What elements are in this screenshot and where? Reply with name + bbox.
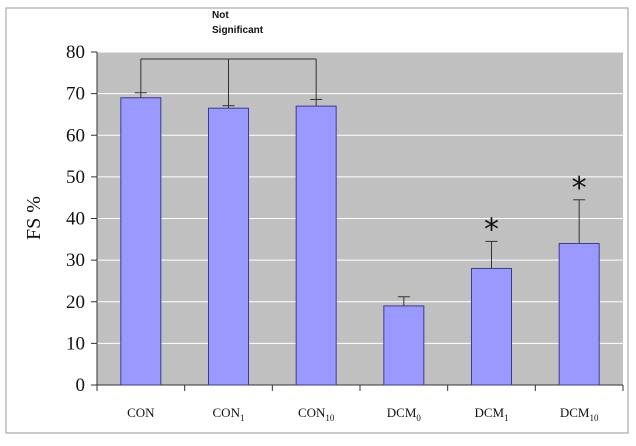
- x-tick-label: CON10: [298, 405, 335, 423]
- gridlines: [91, 51, 623, 386]
- x-tick-label: DCM1: [474, 405, 508, 423]
- y-tick-label: 20: [66, 292, 85, 313]
- significance-star: *: [572, 171, 587, 206]
- significance-bracket: [140, 58, 317, 106]
- x-tick-label: CON1: [213, 405, 245, 423]
- bar: [120, 97, 162, 386]
- y-tick-label: 70: [66, 84, 85, 105]
- y-tick-label: 50: [66, 167, 85, 188]
- y-tick-label: 60: [66, 125, 85, 146]
- x-tick-label: DCM0: [387, 405, 422, 423]
- x-tick-labels: CON CON1 CON10 DCM0 DCM1 DCM10: [127, 405, 599, 423]
- bar: [471, 267, 512, 386]
- bar: [295, 105, 337, 386]
- bars: [120, 97, 600, 386]
- bracket-label-line2: Significant: [212, 25, 264, 36]
- y-tick-labels: 0 10 20 30 40 50 60 70 80: [66, 42, 85, 396]
- bar: [383, 305, 425, 386]
- bar: [558, 242, 600, 386]
- x-tick-label: CON: [127, 405, 155, 420]
- x-tick-label: DCM10: [560, 405, 599, 423]
- significance-star: *: [484, 212, 499, 247]
- significance-markers: **: [484, 171, 587, 248]
- y-tick-label: 80: [66, 42, 85, 63]
- y-tick-label: 0: [76, 375, 86, 396]
- y-tick-label: 40: [66, 209, 85, 230]
- axes: [96, 52, 624, 391]
- y-tick-label: 10: [66, 333, 85, 354]
- y-axis-label: FS %: [23, 196, 45, 240]
- bracket-label-line1: Not: [212, 10, 229, 21]
- bar: [208, 107, 249, 386]
- y-tick-label: 30: [66, 250, 85, 271]
